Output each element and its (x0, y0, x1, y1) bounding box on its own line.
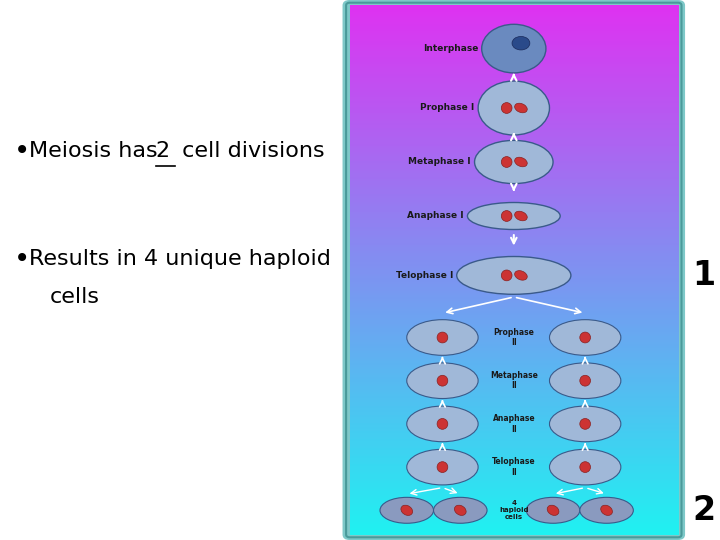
Text: cells: cells (50, 287, 100, 307)
Ellipse shape (580, 497, 634, 523)
Ellipse shape (501, 270, 512, 281)
Text: 1: 1 (692, 259, 716, 292)
Ellipse shape (549, 449, 621, 485)
Ellipse shape (467, 202, 560, 230)
Ellipse shape (501, 157, 512, 167)
Ellipse shape (515, 103, 527, 113)
Ellipse shape (401, 505, 413, 515)
Ellipse shape (515, 157, 527, 167)
Ellipse shape (437, 462, 448, 472)
Ellipse shape (407, 449, 478, 485)
Ellipse shape (549, 406, 621, 442)
Ellipse shape (580, 332, 590, 343)
Text: Anaphase
II: Anaphase II (492, 414, 535, 434)
Text: 4
haploid
cells: 4 haploid cells (499, 500, 528, 521)
Ellipse shape (600, 505, 613, 515)
Ellipse shape (512, 36, 530, 50)
Text: Telophase
II: Telophase II (492, 457, 536, 477)
Ellipse shape (433, 497, 487, 523)
Ellipse shape (437, 418, 448, 429)
Text: Anaphase I: Anaphase I (408, 212, 464, 220)
Ellipse shape (482, 24, 546, 73)
Ellipse shape (501, 211, 512, 221)
Text: Metaphase
II: Metaphase II (490, 371, 538, 390)
Ellipse shape (515, 211, 527, 221)
Text: cell divisions: cell divisions (175, 141, 325, 161)
Ellipse shape (549, 363, 621, 399)
Ellipse shape (437, 375, 448, 386)
Ellipse shape (526, 497, 580, 523)
Text: Telophase I: Telophase I (396, 271, 453, 280)
Ellipse shape (478, 81, 549, 135)
Text: 2: 2 (156, 141, 170, 161)
Ellipse shape (580, 462, 590, 472)
Ellipse shape (515, 271, 527, 280)
Text: 2: 2 (692, 494, 716, 527)
Text: Prophase I: Prophase I (420, 104, 474, 112)
Ellipse shape (454, 505, 466, 515)
Ellipse shape (580, 375, 590, 386)
Text: •: • (14, 137, 30, 165)
Ellipse shape (380, 497, 433, 523)
Text: •: • (14, 245, 30, 273)
Ellipse shape (580, 418, 590, 429)
Ellipse shape (549, 320, 621, 355)
Ellipse shape (474, 140, 553, 184)
FancyBboxPatch shape (343, 0, 685, 540)
Ellipse shape (407, 406, 478, 442)
Text: Metaphase I: Metaphase I (408, 158, 471, 166)
Ellipse shape (437, 332, 448, 343)
Ellipse shape (407, 363, 478, 399)
Text: Meiosis has: Meiosis has (29, 141, 164, 161)
Ellipse shape (547, 505, 559, 515)
Text: Prophase
II: Prophase II (493, 328, 534, 347)
Ellipse shape (456, 256, 571, 294)
Text: Interphase: Interphase (423, 44, 478, 53)
Ellipse shape (407, 320, 478, 355)
Text: Results in 4 unique haploid: Results in 4 unique haploid (29, 249, 330, 269)
Ellipse shape (501, 103, 512, 113)
